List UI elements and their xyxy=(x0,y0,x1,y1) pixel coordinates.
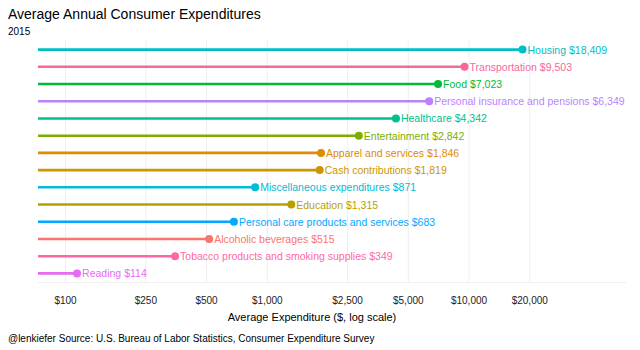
stem xyxy=(38,152,321,155)
value-label: $349 xyxy=(369,250,393,262)
tick-label: $250 xyxy=(135,295,158,306)
stem xyxy=(38,272,77,275)
stem xyxy=(38,134,359,137)
dot xyxy=(287,201,295,209)
data-label: Miscellaneous expenditures$871 xyxy=(260,181,416,193)
data-label: Tobacco products and smoking supplies$34… xyxy=(180,250,393,262)
stem xyxy=(38,100,429,103)
grid-line xyxy=(529,41,530,282)
dot xyxy=(461,63,469,71)
dot xyxy=(355,132,363,140)
dot xyxy=(73,269,81,277)
tick-label: $10,000 xyxy=(451,295,488,306)
chart: Average Annual Consumer Expenditures 2015… xyxy=(0,0,640,350)
grid-line xyxy=(206,41,207,282)
grid-line xyxy=(408,41,409,282)
grid-line xyxy=(347,41,348,282)
grid-line xyxy=(267,41,268,282)
grid-line xyxy=(65,41,66,282)
value-label: $114 xyxy=(124,267,147,279)
category-label: Food xyxy=(443,78,467,90)
category-label: Apparel and services xyxy=(326,147,424,159)
dot xyxy=(518,46,526,54)
data-label: Personal insurance and pensions $6,349 xyxy=(434,95,625,107)
value-label: $4,342 xyxy=(455,112,487,124)
dot xyxy=(392,114,400,122)
data-label: Personal care products and services$683 xyxy=(239,216,435,228)
data-label: Healthcare$4,342 xyxy=(401,112,487,124)
category-label: Cash contributions xyxy=(325,164,412,176)
subtitle: 2015 xyxy=(8,26,31,37)
category-label: Education xyxy=(296,199,343,211)
data-label: Food$7,023 xyxy=(443,78,502,90)
grid-line xyxy=(145,41,146,282)
category-label: Personal care products and services xyxy=(239,216,409,228)
dot xyxy=(205,235,213,243)
stem xyxy=(38,238,209,241)
value-label: $1,315 xyxy=(346,199,378,211)
dot xyxy=(316,166,324,174)
category-label: Housing xyxy=(527,44,566,56)
value-label: $1,846 xyxy=(427,147,459,159)
tick-label: $500 xyxy=(195,295,218,306)
value-label: $6,349 xyxy=(593,95,625,107)
data-label: Apparel and services$1,846 xyxy=(326,147,459,159)
category-label: Tobacco products and smoking supplies xyxy=(180,250,366,262)
tick-label: $1,000 xyxy=(252,295,283,306)
data-label: Education$1,315 xyxy=(296,199,378,211)
category-label: Miscellaneous expenditures xyxy=(260,181,390,193)
stem xyxy=(38,186,255,189)
stem xyxy=(38,48,522,51)
category-label: Transportation xyxy=(470,61,537,73)
dot xyxy=(434,80,442,88)
value-label: $683 xyxy=(412,216,436,228)
value-label: $1,819 xyxy=(415,164,447,176)
value-label: $7,023 xyxy=(470,78,502,90)
data-label: Transportation$9,503 xyxy=(470,61,573,73)
data-label: Reading$114 xyxy=(82,267,147,279)
data-label: Cash contributions$1,819 xyxy=(325,164,447,176)
dot xyxy=(425,97,433,105)
data-label: Entertainment$2,842 xyxy=(364,130,465,142)
stem xyxy=(38,169,320,172)
category-label: Alcoholic beverages xyxy=(214,233,308,245)
tick-label: $2,500 xyxy=(332,295,363,306)
category-label: Healthcare xyxy=(401,112,452,124)
x-axis-title: Average Expenditure ($, log scale) xyxy=(228,311,397,323)
value-label: $2,842 xyxy=(432,130,464,142)
category-label: Personal insurance and pensions xyxy=(434,95,589,107)
stem xyxy=(38,255,175,258)
dot xyxy=(317,149,325,157)
stem xyxy=(38,83,438,86)
data-label: Alcoholic beverages$515 xyxy=(214,233,335,245)
dot xyxy=(171,252,179,260)
category-label: Reading xyxy=(82,267,121,279)
data-label: Housing$18,409 xyxy=(527,44,607,56)
stem xyxy=(38,66,465,69)
value-label: $871 xyxy=(393,181,417,193)
marks xyxy=(38,46,526,278)
stem xyxy=(38,203,291,206)
value-label: $18,409 xyxy=(569,44,607,56)
stem xyxy=(38,117,396,120)
dot xyxy=(230,218,238,226)
category-label: Entertainment xyxy=(364,130,429,142)
stem xyxy=(38,220,234,223)
tick-label: $5,000 xyxy=(393,295,424,306)
value-label: $515 xyxy=(311,233,335,245)
title: Average Annual Consumer Expenditures xyxy=(8,6,261,22)
dot xyxy=(251,183,259,191)
axis-line xyxy=(38,282,626,283)
tick-label: $100 xyxy=(54,295,77,306)
tick-label: $20,000 xyxy=(512,295,549,306)
caption: @lenkiefer Source: U.S. Bureau of Labor … xyxy=(8,333,374,344)
value-label: $9,503 xyxy=(540,61,572,73)
